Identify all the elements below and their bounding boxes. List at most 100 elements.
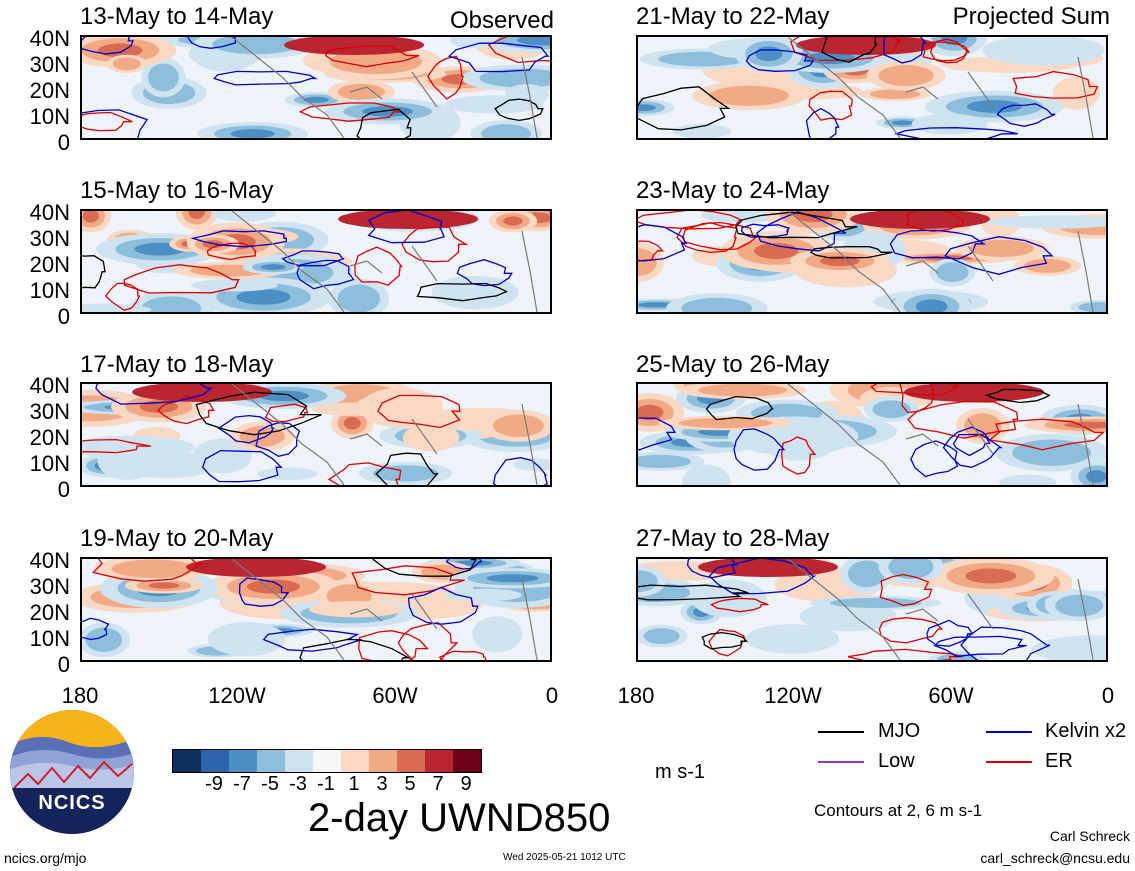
mjo-contour — [705, 395, 774, 421]
panel-title: 21-May to 22-May — [636, 3, 830, 30]
ncics-logo: NCICS — [8, 708, 136, 836]
colorbar-swatch — [257, 750, 285, 772]
er-contour — [91, 559, 204, 582]
easterly-anomaly-shading — [444, 95, 544, 114]
er-contour — [847, 648, 963, 660]
lat-label: 10N — [29, 278, 70, 303]
lat-label: 0 — [57, 130, 70, 155]
mjo-contour — [638, 584, 749, 601]
easterly-anomaly-shading — [691, 579, 767, 618]
easterly-anomaly-shading — [966, 100, 1023, 113]
kelvin-contour — [456, 259, 513, 287]
easterly-anomaly-shading — [147, 63, 179, 92]
kelvin-contour — [805, 107, 840, 138]
er-contour — [82, 111, 133, 132]
easterly-anomaly-shading — [936, 262, 969, 283]
map-panel — [80, 557, 552, 662]
kelvin-contour — [910, 440, 959, 478]
er-contour — [676, 222, 738, 254]
lat-label: 0 — [57, 304, 70, 329]
lat-label: 40N — [29, 548, 70, 573]
kelvin-contour — [201, 449, 283, 483]
colorbar-tick-label: -5 — [261, 773, 279, 795]
westerly-anomaly-shading — [638, 248, 657, 276]
website-link[interactable]: ncics.org/mjo — [4, 850, 87, 866]
easterly-anomaly-shading — [638, 454, 692, 469]
westerly-anomaly-shading — [869, 89, 921, 99]
westerly-anomaly-shading — [698, 384, 788, 397]
coastline — [231, 211, 538, 312]
easterly-anomaly-shading — [212, 37, 300, 55]
easterly-anomaly-shading — [638, 104, 656, 112]
jet-shading — [698, 559, 838, 577]
mjo-contour — [82, 255, 106, 289]
legend-line-kelvin — [986, 731, 1032, 733]
westerly-anomaly-shading — [878, 65, 934, 87]
kelvin-contour — [262, 628, 362, 652]
mjo-contour — [984, 388, 1051, 404]
panel-title: 19-May to 20-May — [80, 525, 274, 552]
easterly-anomaly-shading — [1085, 470, 1106, 483]
coastline — [787, 559, 1094, 660]
easterly-anomaly-shading — [911, 113, 988, 135]
er-contour — [157, 395, 215, 425]
easterly-anomaly-shading — [230, 129, 275, 138]
er-contour — [438, 650, 487, 660]
jet-shading — [284, 37, 425, 55]
colorbar-swatch — [201, 750, 229, 772]
easterly-anomaly-shading — [998, 474, 1057, 485]
kelvin-contour — [213, 70, 318, 86]
map-field — [82, 37, 550, 138]
coastline — [787, 211, 1094, 312]
er-contour — [487, 37, 550, 64]
westerly-anomaly-shading — [343, 416, 361, 430]
kelvin-contour — [82, 617, 110, 641]
lat-label: 30N — [29, 574, 70, 599]
map-field — [638, 559, 1106, 660]
westerly-anomaly-shading — [638, 404, 664, 421]
er-contour — [351, 565, 465, 596]
map-panel — [80, 35, 552, 140]
westerly-anomaly-shading — [246, 579, 300, 594]
panel-title: 23-May to 24-May — [636, 177, 830, 204]
timestamp: Wed 2025-05-21 1012 UTC — [503, 852, 626, 863]
easterly-anomaly-shading — [472, 616, 523, 653]
author-email[interactable]: carl_schreck@ncsu.edu — [980, 850, 1130, 866]
panel-title: 25-May to 26-May — [636, 351, 830, 378]
mjo-contour — [701, 631, 748, 650]
easterly-anomaly-shading — [987, 215, 1106, 229]
kelvin-contour — [960, 626, 1051, 660]
easterly-anomaly-shading — [892, 120, 914, 126]
easterly-anomaly-shading — [236, 289, 291, 305]
legend-line-mjo — [818, 731, 864, 733]
kelvin-contour — [686, 559, 738, 579]
westerly-anomaly-shading — [492, 414, 544, 437]
colorbar-units: m s-1 — [655, 761, 705, 783]
westerly-anomaly-shading — [188, 211, 206, 219]
logo-text: NCICS — [38, 792, 106, 814]
er-contour — [808, 90, 853, 121]
easterly-anomaly-shading — [486, 574, 539, 583]
colorbar-swatch — [453, 750, 481, 772]
easterly-anomaly-shading — [481, 124, 532, 138]
easterly-anomaly-shading — [192, 438, 252, 474]
er-contour — [708, 628, 746, 657]
map-field — [638, 211, 1106, 312]
easterly-anomaly-shading — [755, 46, 783, 62]
legend-line-low — [818, 761, 864, 763]
legend-label-mjo: MJO — [878, 720, 921, 742]
mjo-contour — [735, 211, 858, 239]
kelvin-contour — [407, 586, 479, 625]
map-panel — [80, 382, 552, 487]
lat-label: 20N — [29, 252, 70, 277]
legend-line-er — [986, 761, 1032, 763]
map-field — [638, 37, 1106, 138]
colorbar-tick-label: -3 — [289, 773, 307, 795]
er-contour — [899, 384, 935, 414]
colorbar-swatch — [229, 750, 257, 772]
colorbar-swatch — [341, 750, 369, 772]
westerly-anomaly-shading — [1024, 258, 1072, 273]
kelvin-contour — [952, 433, 991, 457]
easterly-anomaly-shading — [1031, 635, 1106, 660]
easterly-anomaly-shading — [85, 627, 123, 652]
